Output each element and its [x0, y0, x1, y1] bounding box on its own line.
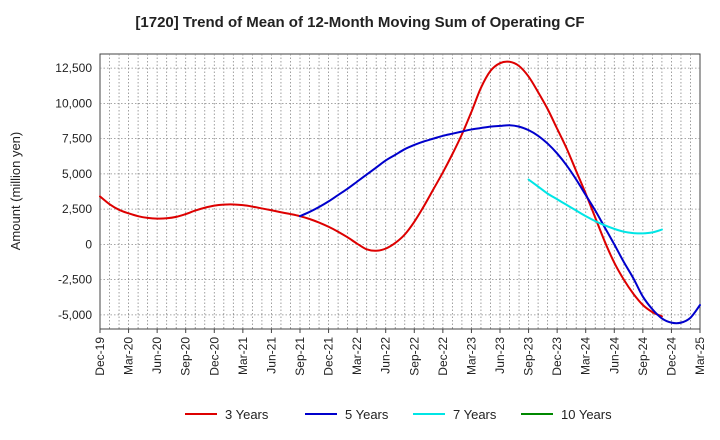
legend-label: 10 Years: [561, 407, 612, 422]
legend-item-7-years: 7 Years: [413, 407, 497, 422]
plot-area: [99, 53, 701, 330]
y-tick-label: 10,000: [55, 96, 92, 110]
x-tick-label: Sep-20: [179, 337, 193, 376]
legend-item-5-years: 5 Years: [305, 407, 389, 422]
series-line-7-years: [527, 178, 663, 235]
legend-item-10-years: 10 Years: [521, 407, 612, 422]
y-tick-label: 0: [85, 237, 92, 251]
x-tick-label: Dec-20: [207, 337, 221, 376]
y-axis-label: Amount (million yen): [8, 132, 23, 251]
x-tick-label: Jun-21: [264, 337, 278, 374]
y-tick-label: -2,500: [58, 273, 92, 287]
y-tick-label: 5,000: [62, 167, 92, 181]
y-tick-label: -5,000: [58, 308, 92, 322]
x-tick-label: Jun-23: [493, 337, 507, 374]
x-tick-label: Jun-24: [607, 337, 621, 374]
x-tick-label: Mar-21: [236, 337, 250, 375]
x-tick-label: Mar-22: [350, 337, 364, 375]
chart-title: [1720] Trend of Mean of 12-Month Moving …: [135, 14, 584, 31]
x-tick-label: Dec-24: [664, 337, 678, 376]
x-axis-ticks: Dec-19 Mar-20 Jun-20 Sep-20 Dec-20 Mar-21 Jun-…: [93, 329, 707, 376]
series-lines: [99, 60, 701, 325]
y-tick-label: 7,500: [62, 132, 92, 146]
x-tick-label: Dec-22: [436, 337, 450, 376]
x-tick-label: Dec-19: [93, 337, 107, 376]
y-axis-ticks: 12,500 10,000 7,500 5,000 2,500 0 -2,500 -5,000: [55, 61, 92, 322]
x-tick-label: Jun-20: [150, 337, 164, 374]
x-tick-label: Mar-24: [579, 337, 593, 375]
x-tick-label: Dec-21: [322, 337, 336, 376]
legend: 3 Years 5 Years 7 Years 10 Years: [185, 407, 612, 422]
series-line-5-years: [299, 124, 701, 325]
x-tick-label: Sep-24: [636, 337, 650, 376]
x-tick-label: Sep-21: [293, 337, 307, 376]
series-line-3-years: [99, 60, 663, 318]
legend-label: 5 Years: [345, 407, 389, 422]
legend-item-3-years: 3 Years: [185, 407, 269, 422]
x-tick-label: Mar-23: [464, 337, 478, 375]
x-tick-label: Dec-23: [550, 337, 564, 376]
y-tick-label: 2,500: [62, 202, 92, 216]
legend-label: 3 Years: [225, 407, 269, 422]
y-tick-label: 12,500: [55, 61, 92, 75]
x-tick-label: Sep-22: [407, 337, 421, 376]
x-tick-label: Mar-20: [122, 337, 136, 375]
grid-lines: [100, 54, 700, 329]
x-tick-label: Jun-22: [379, 337, 393, 374]
legend-label: 7 Years: [453, 407, 497, 422]
x-tick-label: Sep-23: [522, 337, 536, 376]
x-tick-label: Mar-25: [693, 337, 707, 375]
